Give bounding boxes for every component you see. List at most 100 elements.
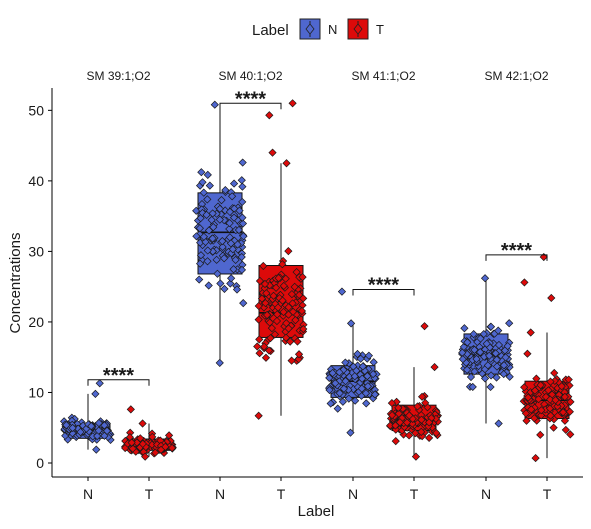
data-point	[287, 290, 296, 299]
data-point	[100, 431, 109, 440]
box-group-n	[192, 100, 248, 367]
data-point	[294, 350, 304, 359]
data-point	[526, 328, 535, 337]
data-point	[337, 287, 347, 296]
data-point	[198, 178, 207, 187]
x-tick-label: N	[215, 486, 225, 502]
x-axis-title: Label	[298, 503, 335, 520]
data-point	[286, 337, 295, 346]
data-point	[148, 432, 157, 442]
data-point	[432, 428, 441, 438]
data-point	[486, 322, 496, 331]
data-point	[476, 348, 485, 357]
data-point	[550, 368, 559, 378]
data-point	[229, 179, 239, 188]
data-point	[335, 368, 344, 377]
data-point	[326, 399, 335, 408]
data-point	[261, 298, 270, 308]
data-point	[480, 374, 490, 383]
data-point	[523, 349, 532, 358]
data-point	[100, 421, 109, 430]
data-point	[254, 315, 263, 324]
data-point	[458, 355, 467, 364]
data-point	[480, 274, 490, 283]
data-point	[358, 374, 367, 383]
data-point	[299, 324, 308, 334]
x-tick-label: T	[277, 486, 286, 502]
data-point	[62, 421, 71, 430]
bracket-line	[219, 102, 282, 110]
data-point	[353, 349, 362, 359]
data-point	[226, 239, 236, 248]
data-point	[202, 210, 211, 219]
data-point	[233, 240, 242, 249]
y-tick-label: 40	[28, 173, 44, 189]
data-point	[203, 195, 212, 204]
data-point	[218, 242, 227, 252]
data-point	[424, 422, 433, 431]
data-point	[565, 381, 574, 390]
data-point	[357, 384, 366, 393]
data-point	[229, 265, 238, 274]
facet-panel: SM 42:1;O2 ****	[458, 69, 575, 463]
data-point	[405, 411, 414, 420]
data-point	[469, 330, 478, 339]
data-point	[270, 330, 280, 339]
data-point	[278, 260, 287, 269]
data-point	[216, 279, 225, 288]
data-point	[215, 204, 224, 213]
facet-title: SM 40:1;O2	[218, 69, 282, 83]
y-tick-label: 10	[28, 384, 44, 400]
data-point	[238, 182, 247, 191]
data-point	[238, 219, 248, 228]
data-point	[253, 342, 262, 351]
data-point	[212, 255, 221, 264]
facet-title: SM 39:1;O2	[86, 69, 150, 83]
data-point	[237, 265, 247, 275]
significance-bracket: ****	[485, 240, 548, 262]
data-point	[201, 237, 210, 246]
data-point	[479, 329, 488, 339]
data-point	[565, 407, 574, 416]
data-point	[237, 252, 246, 262]
y-axis-title: Concentrations	[7, 233, 24, 334]
data-point	[205, 181, 214, 190]
data-point	[225, 224, 234, 234]
facet-panel: SM 39:1;O2 ****	[60, 69, 177, 461]
data-point	[255, 349, 264, 358]
data-point	[553, 402, 562, 411]
data-point	[287, 356, 296, 365]
data-point	[225, 207, 235, 216]
box-group-t	[121, 405, 177, 461]
data-point	[221, 186, 230, 195]
data-point	[537, 406, 546, 415]
data-point	[492, 362, 502, 371]
legend-key-marker	[353, 23, 363, 35]
data-point	[261, 353, 271, 362]
data-point	[294, 355, 303, 364]
data-point	[127, 438, 136, 447]
data-point	[291, 316, 300, 325]
data-point	[161, 442, 170, 451]
data-point	[472, 354, 481, 364]
data-point	[215, 358, 224, 367]
data-point	[195, 275, 204, 284]
data-point	[566, 430, 575, 439]
data-point	[394, 403, 403, 412]
data-point	[404, 431, 414, 440]
facet-panel: SM 40:1;O2 ****	[192, 69, 308, 420]
data-point	[411, 452, 421, 461]
data-point	[338, 397, 347, 406]
data-point	[561, 425, 570, 435]
data-point	[141, 452, 150, 461]
box-group-n	[325, 287, 381, 437]
data-point	[227, 274, 236, 283]
data-point	[208, 234, 217, 243]
data-point	[138, 419, 147, 428]
data-point	[421, 398, 430, 407]
data-point	[215, 215, 224, 224]
data-point	[341, 358, 350, 367]
facet-panel: SM 41:1;O2 ****	[325, 69, 442, 461]
data-point	[210, 100, 219, 109]
data-point	[94, 426, 103, 435]
